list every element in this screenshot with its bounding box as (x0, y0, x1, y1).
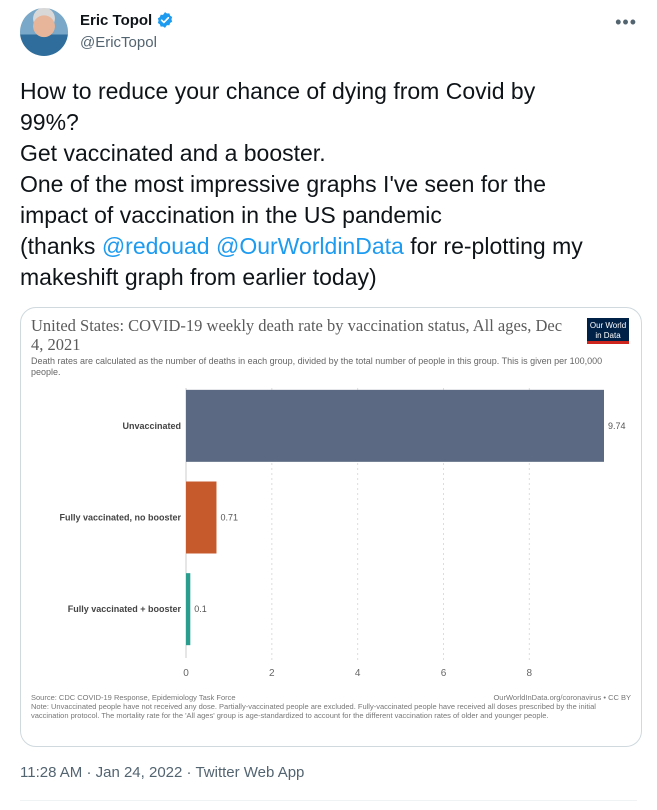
tweet-text-line: Get vaccinated and a booster. (20, 138, 640, 169)
category-label: Fully vaccinated + booster (68, 604, 182, 614)
tweet-text-segment: How to reduce your chance of dying from … (20, 78, 536, 104)
tweet-text-line: makeshift graph from earlier today) (20, 262, 640, 293)
tweet-text-segment: impact of vaccination in the US pandemic (20, 202, 442, 228)
data-label: 0.1 (194, 604, 207, 614)
bar (186, 573, 191, 646)
bar-chart: 0 2 4 6 8 Unvaccinated 9.74 Fully vaccinated, n… (59, 388, 626, 679)
tweet-date[interactable]: Jan 24, 2022 (95, 764, 183, 781)
more-options-icon[interactable]: ••• (615, 12, 637, 32)
mention-link[interactable]: @OurWorldinData (215, 233, 404, 259)
divider (20, 800, 637, 801)
separator: · (186, 764, 192, 781)
verified-badge-icon (158, 12, 173, 28)
tweet-text-line: One of the most impressive graphs I've s… (20, 169, 640, 200)
chart-note: Note: Unvaccinated people have not recei… (31, 702, 596, 720)
our-world-in-data-logo: Our World in Data (587, 318, 629, 344)
tweet-source-app[interactable]: Twitter Web App (195, 764, 305, 781)
source-url: OurWorldInData.org/coronavirus • CC BY (493, 693, 631, 702)
separator: · (86, 764, 92, 781)
tweet-text-segment: Get vaccinated and a booster. (20, 140, 326, 166)
tweet-text-line: impact of vaccination in the US pandemic (20, 200, 640, 231)
mention-link[interactable]: @redouad (101, 233, 210, 259)
tweet-text-segment: makeshift graph from earlier today) (20, 264, 377, 290)
data-label: 9.74 (608, 421, 626, 431)
author-name-text[interactable]: Eric Topol (80, 11, 153, 29)
bar (186, 389, 604, 462)
tweet-text-line: 99%? (20, 107, 640, 138)
tweet-time[interactable]: 11:28 AM (20, 764, 83, 781)
x-tick-label: 8 (527, 668, 533, 679)
chart-source: Source: CDC COVID-19 Response, Epidemiol… (31, 693, 631, 720)
logo-line-1: Our World (589, 321, 627, 330)
source-text: Source: CDC COVID-19 Response, Epidemiol… (31, 693, 236, 702)
tweet-text-line: (thanks @redouad @OurWorldinData for re-… (20, 231, 640, 262)
tweet-text-segment: (thanks (20, 233, 102, 259)
chart-card[interactable]: United States: COVID-19 weekly death rat… (20, 307, 642, 747)
category-label: Fully vaccinated, no booster (59, 513, 181, 523)
chart-subtitle: Death rates are calculated as the number… (31, 356, 603, 377)
tweet-text-line: How to reduce your chance of dying from … (20, 76, 640, 107)
x-tick-label: 2 (269, 668, 275, 679)
tweet-text-segment: One of the most impressive graphs I've s… (20, 171, 546, 197)
avatar[interactable] (20, 8, 68, 56)
data-label: 0.71 (220, 513, 238, 523)
tweet-text: How to reduce your chance of dying from … (20, 76, 640, 293)
x-tick-label: 4 (355, 668, 361, 679)
author-name[interactable]: Eric Topol (80, 11, 174, 29)
x-tick-label: 0 (183, 668, 189, 679)
bar (186, 481, 217, 554)
logo-line-2: in Data (595, 331, 621, 340)
tweet-text-segment: for re-plotting my (403, 233, 583, 259)
tweet-text-segment: 99%? (20, 109, 79, 135)
tweet-timestamp: 11:28 AM · Jan 24, 2022 · Twitter Web Ap… (20, 764, 304, 781)
category-label: Unvaccinated (122, 421, 181, 431)
chart-title: United States: COVID-19 weekly death rat… (31, 316, 563, 354)
x-tick-label: 6 (441, 668, 447, 679)
author-handle[interactable]: @EricTopol (80, 34, 157, 51)
